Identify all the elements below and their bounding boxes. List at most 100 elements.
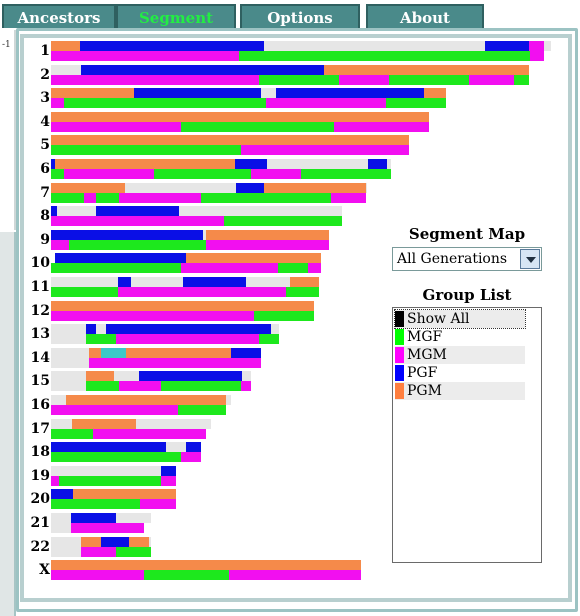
segment-bar-chr7-paternal[interactable] [366, 182, 367, 193]
segment-bar-chr22-paternal[interactable] [128, 536, 149, 547]
segment-bar-chr10-maternal[interactable] [181, 263, 278, 274]
segment-bar-chr22-paternal[interactable] [101, 536, 129, 547]
segment-bar-chr21-paternal[interactable] [51, 513, 71, 523]
segment-bar-chr8-paternal[interactable] [51, 206, 57, 217]
segment-bar-chr13-maternal[interactable] [51, 334, 86, 345]
segment-bar-chr16-maternal[interactable] [51, 405, 178, 415]
segment-bar-chr6-maternal[interactable] [63, 169, 154, 179]
segment-bar-chr6-paternal[interactable] [367, 159, 387, 169]
segment-bar-chr5-maternal[interactable] [241, 145, 409, 156]
segment-bar-chr1-paternal[interactable] [79, 41, 264, 51]
segment-bar-chr19-paternal[interactable] [161, 465, 176, 476]
segment-bar-chr11-maternal[interactable] [51, 287, 118, 297]
segment-bar-chr22-maternal[interactable] [51, 546, 81, 557]
segment-bar-chr18-paternal[interactable] [186, 442, 201, 453]
segment-bar-chr15-paternal[interactable] [242, 371, 251, 382]
segment-bar-chr15-paternal[interactable] [86, 371, 114, 382]
segment-bar-chr22-maternal[interactable] [116, 546, 151, 557]
segment-bar-chr10-paternal[interactable] [55, 253, 186, 264]
group-item-show-all[interactable]: Show All [394, 309, 526, 329]
tab-segment-map[interactable]: Segment Map [116, 4, 236, 51]
segment-bar-chr14-maternal[interactable] [88, 357, 261, 368]
segment-bar-chr6-paternal[interactable] [55, 159, 235, 169]
segment-bar-chr20-paternal[interactable] [73, 489, 176, 500]
segment-bar-chr18-paternal[interactable] [51, 442, 166, 453]
segment-bar-chr14-paternal[interactable] [51, 347, 89, 358]
segment-bar-chr4-maternal[interactable] [51, 121, 181, 132]
segment-bar-chr10-maternal[interactable] [308, 263, 321, 274]
segment-bar-chr22-paternal[interactable] [149, 536, 151, 547]
segment-bar-chr2-maternal[interactable] [338, 74, 389, 85]
segment-bar-chr15-maternal[interactable] [86, 381, 119, 392]
segment-bar-chr6-maternal[interactable] [301, 169, 391, 179]
segment-bar-chr3-maternal[interactable] [63, 98, 266, 109]
segment-bar-chr1-maternal[interactable] [530, 51, 544, 61]
segment-bar-chr9-paternal[interactable] [51, 229, 203, 240]
segment-bar-chr17-maternal[interactable] [51, 428, 93, 439]
segment-bar-chr13-paternal[interactable] [51, 324, 86, 335]
segment-bar-chr3-paternal[interactable] [133, 88, 261, 99]
segment-bar-chr9-maternal[interactable] [51, 239, 69, 250]
segment-bar-chr12-maternal[interactable] [51, 310, 254, 321]
segment-bar-chr13-maternal[interactable] [116, 334, 259, 345]
segment-bar-chr15-maternal[interactable] [118, 381, 161, 392]
segment-bar-chr18-maternal[interactable] [51, 452, 181, 463]
segment-bar-chr7-maternal[interactable] [201, 192, 331, 203]
segment-bar-chr2-maternal[interactable] [513, 74, 529, 85]
group-item-mgm[interactable]: MGM [395, 346, 525, 364]
segment-bar-chr1-paternal[interactable] [51, 41, 80, 51]
segment-bar-chr5-paternal[interactable] [51, 135, 409, 146]
segment-bar-chr12-maternal[interactable] [253, 310, 314, 321]
segment-bar-chr6-paternal[interactable] [267, 159, 368, 169]
segment-bar-chr15-paternal[interactable] [138, 371, 242, 382]
segment-bar-chr11-paternal[interactable] [51, 277, 118, 287]
segment-bar-chr17-paternal[interactable] [136, 418, 211, 429]
segment-bar-chr7-paternal[interactable] [125, 182, 236, 193]
group-item-mgf[interactable]: MGF [395, 328, 525, 346]
segment-bar-chrx-maternal[interactable] [143, 570, 229, 581]
segment-bar-chr8-maternal[interactable] [223, 216, 342, 227]
segment-bar-chr6-maternal[interactable] [251, 169, 301, 179]
segment-bar-chr8-maternal[interactable] [51, 216, 224, 227]
segment-bar-chr20-maternal[interactable] [51, 499, 140, 510]
segment-bar-chr19-paternal[interactable] [51, 465, 161, 476]
segment-bar-chr4-paternal[interactable] [51, 111, 429, 122]
segment-bar-chr15-paternal[interactable] [113, 371, 139, 382]
segment-bar-chr6-paternal[interactable] [387, 159, 391, 169]
segment-bar-chr8-paternal[interactable] [179, 206, 342, 217]
segment-bar-chr20-paternal[interactable] [51, 489, 73, 500]
segment-bar-chrx-maternal[interactable] [228, 570, 361, 581]
segment-bar-chr1-paternal[interactable] [51, 41, 551, 51]
segment-bar-chr11-paternal[interactable] [246, 277, 290, 287]
segment-bar-chr8-paternal[interactable] [57, 206, 96, 217]
segment-bar-chr17-paternal[interactable] [51, 418, 72, 429]
segment-bar-chr9-maternal[interactable] [206, 239, 329, 250]
segment-bar-chr5-maternal[interactable] [51, 145, 241, 156]
segment-bar-chr7-paternal[interactable] [264, 182, 366, 193]
segment-bar-chr7-maternal[interactable] [331, 192, 366, 203]
segment-bar-chr21-paternal[interactable] [116, 513, 151, 523]
group-item-pgm[interactable]: PGM [395, 382, 525, 400]
segment-bar-chr4-maternal[interactable] [333, 121, 429, 132]
tab-ancestors[interactable]: Ancestors [2, 4, 116, 28]
segment-bar-chr2-paternal[interactable] [323, 64, 529, 75]
segment-bar-chr6-paternal[interactable] [51, 159, 55, 169]
segment-bar-chr7-maternal[interactable] [51, 192, 84, 203]
segment-bar-chr14-paternal[interactable] [101, 347, 126, 358]
segment-bar-chr13-paternal[interactable] [96, 324, 106, 335]
segment-bar-chr11-paternal[interactable] [130, 277, 183, 287]
segment-bar-chr15-maternal[interactable] [51, 381, 86, 392]
segment-bar-chr3-paternal[interactable] [261, 88, 276, 99]
segment-bar-chr16-paternal[interactable] [51, 395, 66, 405]
generation-dropdown[interactable]: All Generations [392, 247, 542, 271]
segment-bar-chr13-paternal[interactable] [271, 324, 279, 335]
segment-bar-chr3-maternal[interactable] [266, 98, 386, 109]
segment-bar-chr3-maternal[interactable] [386, 98, 446, 109]
segment-bar-chr14-paternal[interactable] [88, 347, 101, 358]
segment-bar-chr11-paternal[interactable] [290, 277, 319, 287]
segment-bar-chr11-maternal[interactable] [118, 287, 286, 297]
segment-bar-chr14-paternal[interactable] [126, 347, 231, 358]
segment-bar-chr13-paternal[interactable] [106, 324, 271, 335]
segment-bar-chr6-maternal[interactable] [51, 169, 64, 179]
segment-bar-chr2-maternal[interactable] [51, 74, 259, 85]
